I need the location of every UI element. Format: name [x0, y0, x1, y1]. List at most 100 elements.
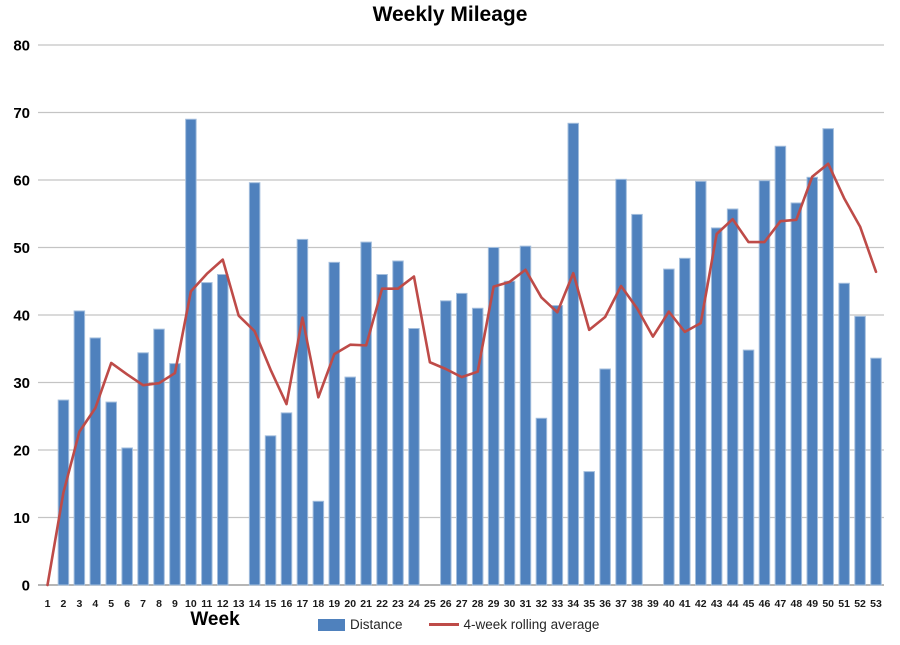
x-tick-label-23: 23: [392, 598, 404, 610]
distance-bar-week-26: [440, 300, 452, 586]
x-tick-label-2: 2: [61, 598, 67, 610]
rolling-average-line: [46, 162, 878, 587]
x-tick-label-24: 24: [408, 598, 420, 610]
x-tick-label-7: 7: [140, 598, 146, 610]
distance-bar-week-5: [105, 401, 117, 586]
distance-bar-week-51: [838, 282, 850, 586]
x-tick-label-3: 3: [76, 598, 82, 610]
distance-bar-week-42: [694, 180, 707, 586]
x-tick-label-19: 19: [328, 598, 340, 610]
x-tick-label-31: 31: [520, 598, 532, 610]
y-tick-label-40: 40: [13, 308, 30, 325]
x-tick-label-45: 45: [743, 598, 755, 610]
legend: Distance 4-week rolling average: [318, 617, 599, 632]
distance-bar-week-15: [264, 435, 277, 586]
x-tick-label-47: 47: [775, 598, 787, 610]
distance-bar-week-52: [854, 315, 866, 586]
distance-bar-week-35: [583, 471, 595, 586]
distance-bar-week-20: [344, 376, 356, 586]
x-tick-label-39: 39: [647, 598, 659, 610]
distance-bar-week-17: [296, 238, 309, 586]
x-axis-title: Week: [190, 609, 240, 630]
distance-bar-week-53: [870, 357, 882, 586]
x-tick-label-9: 9: [172, 598, 178, 610]
x-tick-label-37: 37: [615, 598, 627, 610]
y-tick-label-30: 30: [13, 375, 30, 392]
x-tick-label-41: 41: [679, 598, 691, 610]
x-tick-label-16: 16: [281, 598, 293, 610]
distance-bar-week-8: [153, 328, 165, 586]
legend-item-distance: Distance: [318, 617, 403, 632]
distance-bar-week-21: [360, 241, 372, 586]
x-tick-label-40: 40: [663, 598, 675, 610]
distance-bar-week-11: [201, 282, 213, 586]
x-tick-label-15: 15: [265, 598, 277, 610]
distance-bar-week-12: [217, 274, 229, 586]
x-tick-label-8: 8: [156, 598, 162, 610]
x-tick-label-17: 17: [297, 598, 309, 610]
distance-swatch-icon: [318, 618, 345, 631]
x-tick-label-33: 33: [552, 598, 564, 610]
x-tick-label-4: 4: [92, 598, 98, 610]
x-tick-label-42: 42: [695, 598, 707, 610]
x-tick-label-44: 44: [727, 598, 739, 610]
x-tick-label-25: 25: [424, 598, 436, 610]
x-tick-label-14: 14: [249, 598, 261, 610]
x-tick-label-34: 34: [567, 598, 579, 610]
y-tick-label-10: 10: [13, 510, 30, 527]
x-tick-label-13: 13: [233, 598, 245, 610]
x-tick-label-11: 11: [201, 598, 212, 610]
distance-bar-week-6: [121, 447, 133, 586]
x-tick-label-28: 28: [472, 598, 484, 610]
distance-bar-week-37: [615, 178, 627, 586]
x-tick-label-6: 6: [124, 598, 130, 610]
x-tick-label-21: 21: [360, 598, 372, 610]
distance-bar-week-45: [742, 349, 755, 586]
legend-distance-label: Distance: [350, 617, 403, 632]
y-tick-label-80: 80: [13, 38, 30, 55]
x-tick-label-32: 32: [536, 598, 548, 610]
legend-item-rolling-average: 4-week rolling average: [428, 617, 600, 632]
distance-bar-week-10: [185, 118, 197, 586]
chart-title: Weekly Mileage: [372, 3, 528, 26]
distance-bar-week-14: [248, 182, 261, 586]
distance-bar-week-27: [456, 292, 468, 586]
distance-bar-week-36: [599, 368, 611, 586]
distance-bar-week-22: [376, 274, 388, 586]
y-tick-label-70: 70: [13, 105, 30, 122]
x-tick-label-43: 43: [711, 598, 723, 610]
x-tick-label-48: 48: [790, 598, 802, 610]
distance-bar-week-9: [169, 363, 181, 586]
x-tick-label-18: 18: [313, 598, 325, 610]
distance-bar-week-19: [328, 261, 341, 586]
x-tick-label-12: 12: [217, 598, 229, 610]
y-tick-label-60: 60: [13, 173, 30, 190]
x-tick-label-35: 35: [583, 598, 595, 610]
distance-bar-week-46: [758, 180, 771, 586]
distance-bar-week-38: [631, 213, 643, 586]
x-tick-label-22: 22: [376, 598, 388, 610]
distance-bar-week-31: [519, 245, 532, 586]
distance-bar-week-24: [408, 328, 420, 586]
x-tick-label-36: 36: [599, 598, 611, 610]
x-tick-label-53: 53: [870, 598, 882, 610]
distance-bar-week-41: [679, 257, 691, 586]
x-tick-label-1: 1: [45, 598, 51, 610]
y-tick-label-50: 50: [13, 240, 30, 257]
distance-bar-week-30: [503, 280, 516, 586]
legend-rolling-label: 4-week rolling average: [463, 617, 600, 632]
x-tick-label-49: 49: [806, 598, 818, 610]
distance-bar-week-16: [280, 412, 293, 586]
distance-bar-week-48: [790, 202, 803, 586]
distance-bar-week-23: [392, 260, 404, 586]
distance-bar-week-32: [535, 417, 548, 586]
x-tick-label-52: 52: [854, 598, 866, 610]
distance-bar-week-44: [726, 208, 739, 586]
x-tick-label-26: 26: [440, 598, 452, 610]
distance-bar-week-43: [710, 227, 723, 586]
y-tick-label-20: 20: [13, 443, 30, 460]
distance-bar-week-18: [312, 500, 325, 586]
x-tick-label-38: 38: [631, 598, 643, 610]
